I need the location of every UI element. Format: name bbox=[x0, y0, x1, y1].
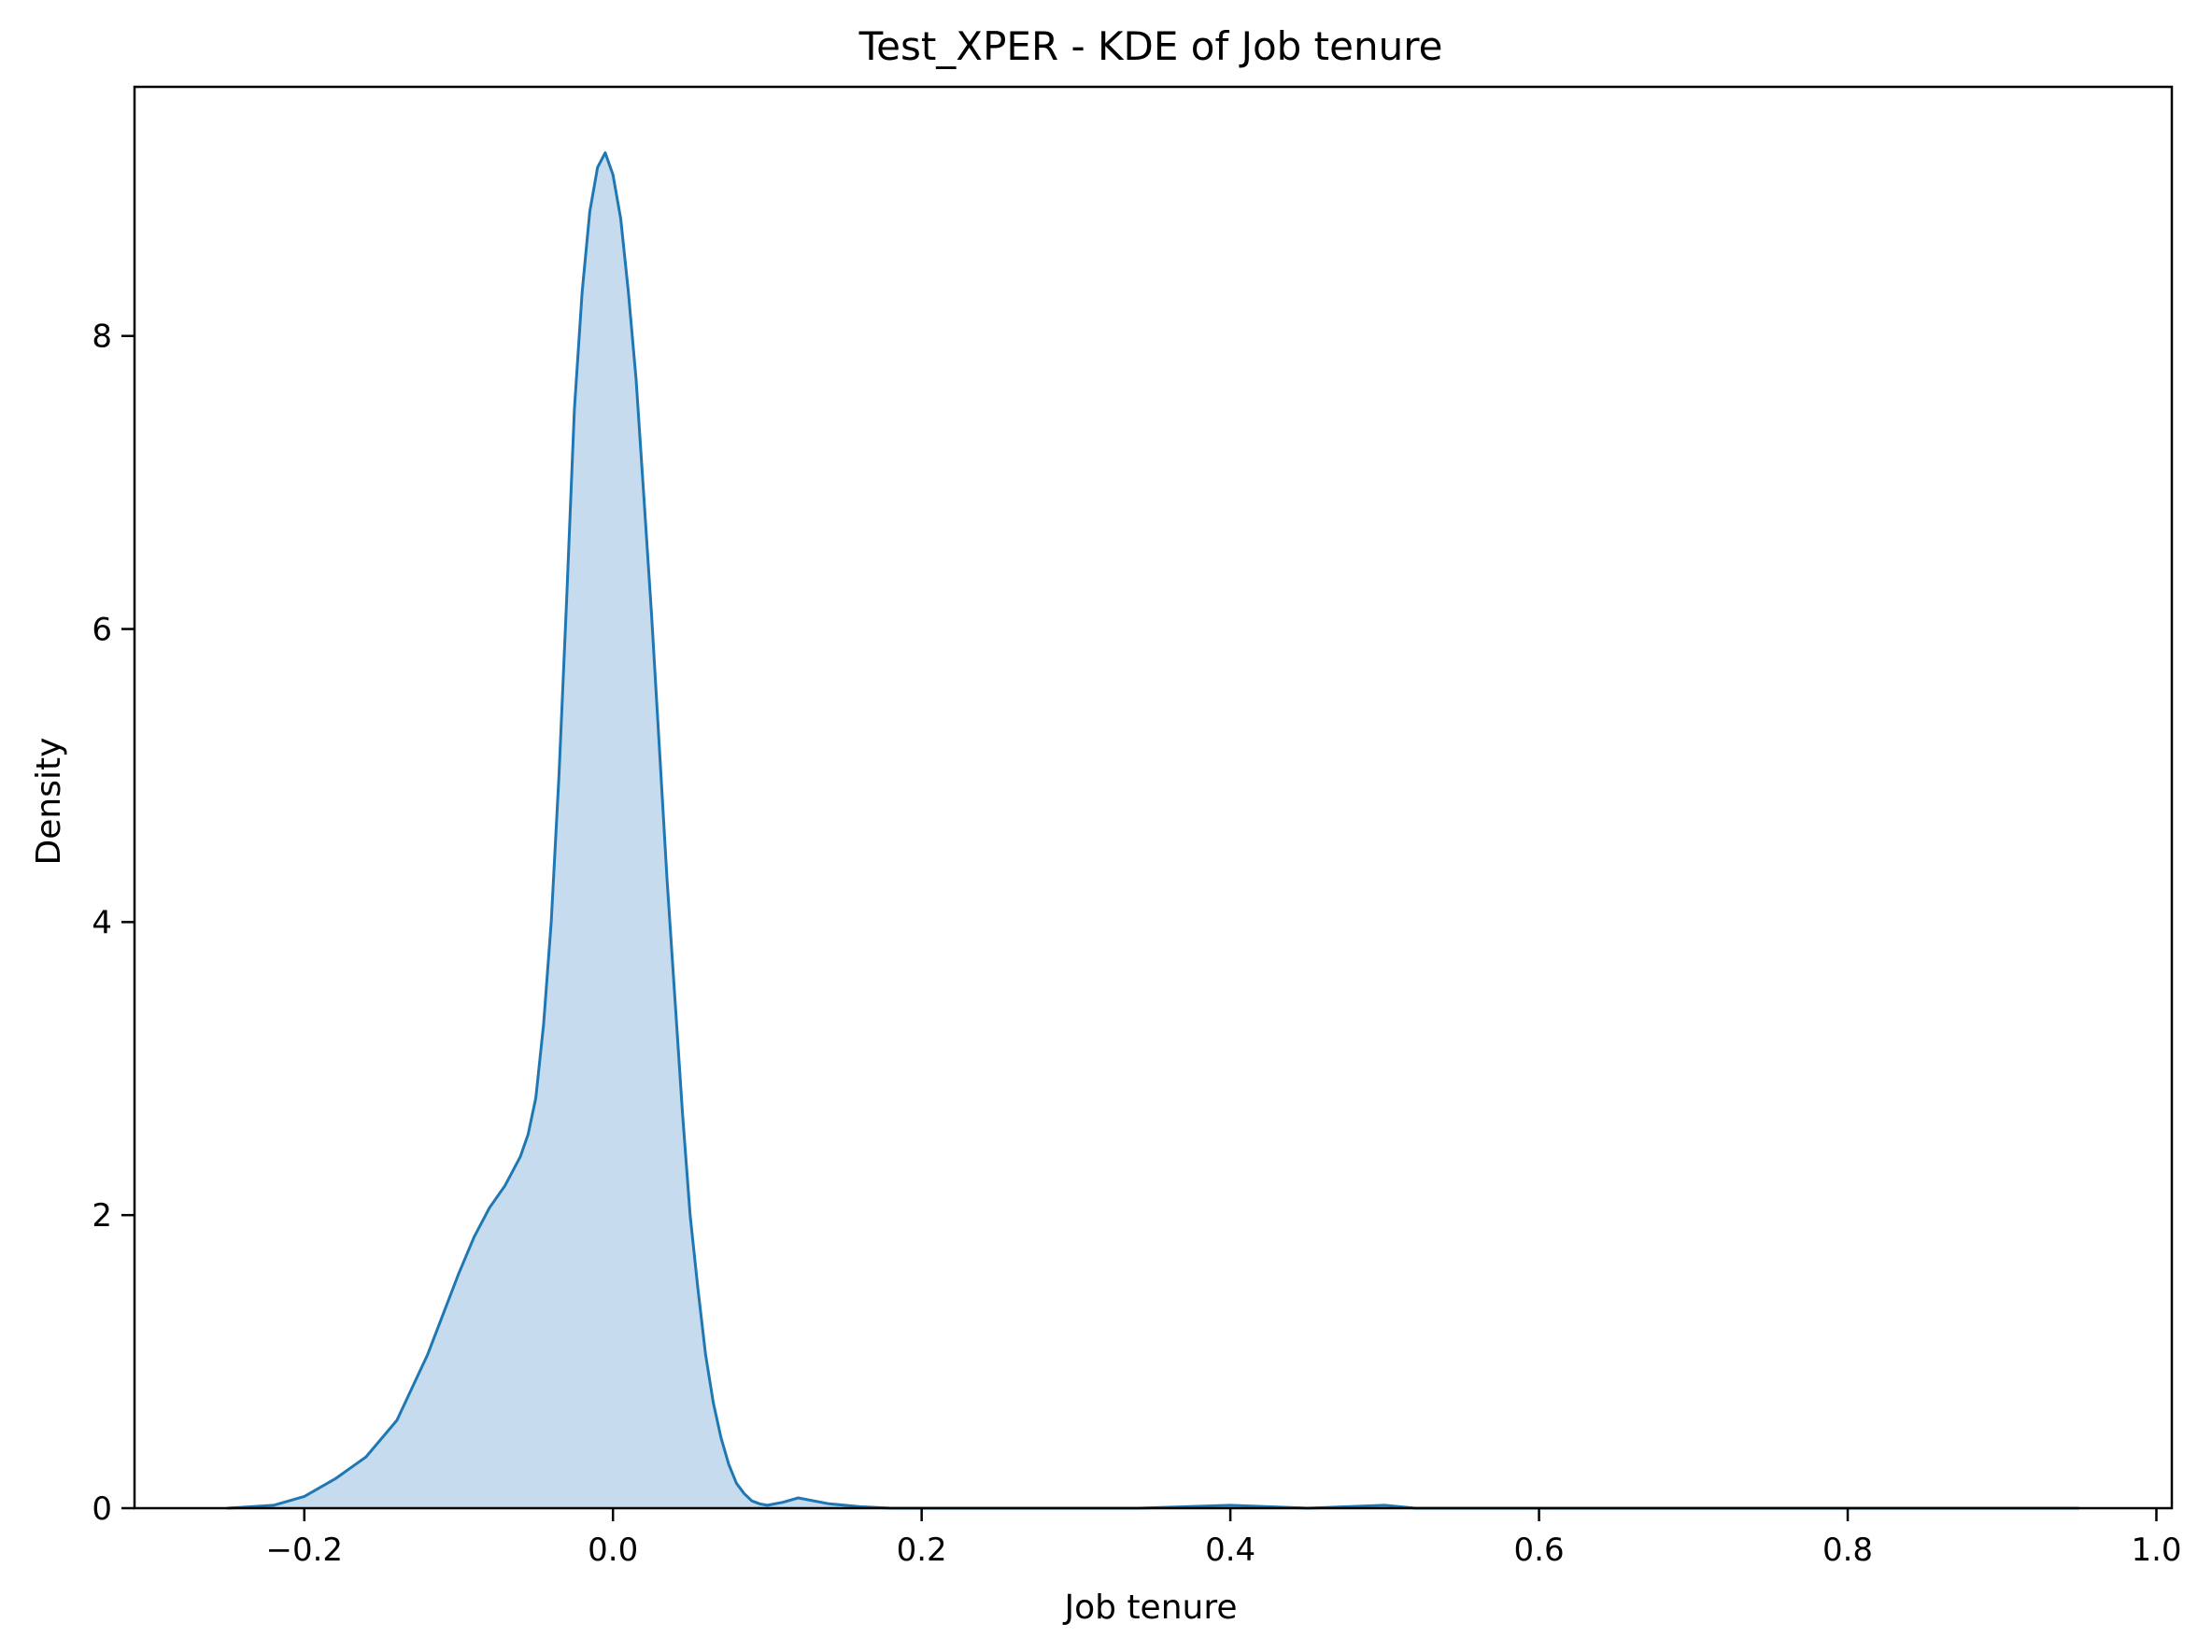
y-tick-label: 6 bbox=[92, 612, 112, 649]
x-axis-label: Job tenure bbox=[1063, 1588, 1238, 1627]
y-axis-label: Density bbox=[30, 738, 68, 866]
y-tick-label: 0 bbox=[92, 1490, 112, 1528]
x-tick-label: 0.6 bbox=[1514, 1532, 1565, 1569]
x-axis: −0.2 0.0 0.2 0.4 0.6 0.8 1.0 bbox=[265, 1508, 2182, 1569]
plot-area bbox=[133, 85, 2174, 1510]
y-tick-label: 8 bbox=[92, 318, 112, 356]
x-tick-label: 0.4 bbox=[1205, 1532, 1255, 1569]
kde-curve bbox=[227, 151, 2079, 1510]
kde-fill-area bbox=[227, 152, 2079, 1509]
y-axis: 0 2 4 6 8 bbox=[92, 318, 135, 1528]
x-tick-label: 1.0 bbox=[2131, 1532, 2181, 1569]
x-tick-label: −0.2 bbox=[265, 1532, 343, 1569]
chart-title: Test_XPER - KDE of Job tenure bbox=[858, 23, 1443, 69]
x-tick-label: 0.0 bbox=[588, 1532, 638, 1569]
x-tick-label: 0.8 bbox=[1822, 1532, 1873, 1569]
y-tick-label: 2 bbox=[92, 1197, 112, 1235]
axes-frame bbox=[133, 85, 2174, 1510]
x-tick-label: 0.2 bbox=[897, 1532, 947, 1569]
y-tick-label: 4 bbox=[92, 904, 112, 941]
